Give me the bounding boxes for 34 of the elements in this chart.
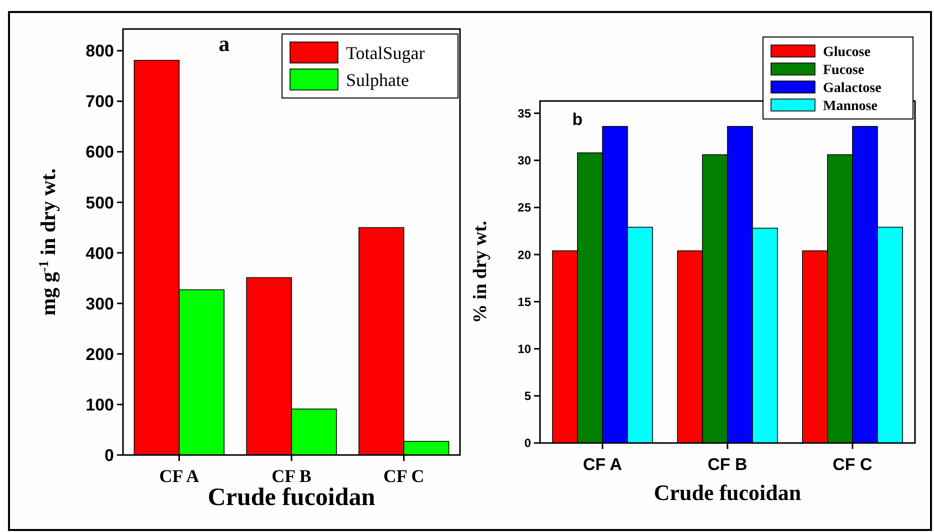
y-tick-label: 300 [86, 294, 114, 314]
y-tick-label: 600 [86, 142, 114, 162]
y-tick-label: 25 [518, 200, 532, 215]
legend-label: Sulphate [346, 70, 409, 90]
y-tick-label: 700 [86, 92, 114, 112]
y-tick-label: 0 [104, 446, 114, 465]
y-tick-label: 800 [86, 42, 114, 61]
annotation: a [218, 31, 230, 56]
y-tick-label: 10 [518, 342, 532, 356]
annotation: b [572, 110, 583, 129]
y-tick-label: 500 [86, 193, 114, 212]
y-tick-label: 0 [524, 436, 532, 450]
x-tick-label: CF A [159, 466, 200, 486]
legend-label: Glucose [823, 44, 870, 60]
legend-label: Mannose [823, 98, 878, 114]
y-tick-label: 100 [86, 395, 114, 414]
y-tick-label: 15 [518, 294, 532, 309]
y-tick-label: 400 [86, 244, 114, 263]
y-tick-label: 5 [524, 389, 532, 404]
y-tick-label: 35 [518, 106, 532, 120]
legend-label: Galactose [823, 80, 882, 96]
x-tick-label: CF B [272, 466, 312, 486]
x-axis-title: Crude fucoidan [208, 484, 376, 511]
x-tick-label: CF B [708, 455, 748, 474]
y-tick-label: 200 [86, 344, 114, 364]
y-axis-title: % in dry wt. [470, 220, 491, 324]
x-tick-label: CF C [383, 466, 424, 486]
legend-label: TotalSugar [346, 42, 425, 63]
legend-label: Fucose [823, 62, 864, 78]
x-tick-label: CF C [832, 455, 872, 474]
y-tick-label: 30 [518, 154, 532, 168]
x-axis-title: Crude fucoidan [654, 480, 802, 505]
y-tick-label: 20 [518, 248, 532, 262]
x-tick-label: CF A [582, 455, 622, 474]
